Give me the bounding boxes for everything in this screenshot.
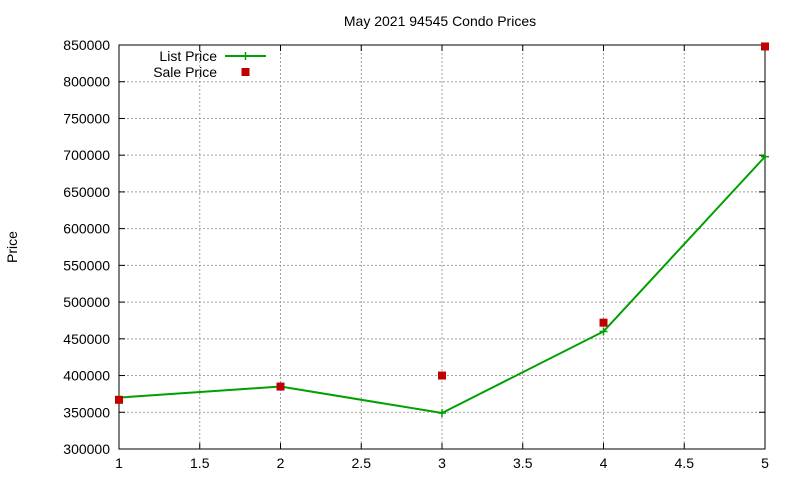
- sale-price-point: [438, 371, 446, 380]
- x-tick-label: 3.5: [513, 455, 533, 471]
- legend-marker: [241, 52, 250, 60]
- x-tick-label: 1.5: [190, 455, 210, 471]
- legend-label: Sale Price: [153, 64, 217, 80]
- legend-item-list-price: List Price: [159, 48, 266, 64]
- y-tick-label: 800000: [63, 74, 110, 90]
- sale-price-series: [115, 42, 769, 404]
- y-tick-label: 550000: [63, 257, 110, 273]
- legend-marker: [241, 68, 250, 76]
- list-price-point: [761, 152, 769, 161]
- x-tick-label: 2.5: [352, 455, 372, 471]
- x-tick-label: 3: [438, 455, 446, 471]
- y-tick-label: 850000: [63, 37, 110, 53]
- x-tick-label: 1: [115, 455, 123, 471]
- legend-label: List Price: [159, 48, 217, 64]
- data-series: [115, 42, 769, 418]
- x-tick-label: 5: [761, 455, 769, 471]
- chart-title: May 2021 94545 Condo Prices: [344, 13, 536, 29]
- sale-price-point: [276, 382, 285, 391]
- y-tick-label: 700000: [63, 147, 110, 163]
- y-tick-label: 600000: [63, 221, 110, 237]
- y-tick-label: 650000: [63, 184, 110, 200]
- axis-ticks: 1 1.5 2 2.5 3 3.5 4 4.5 5 300000 350000 400000 45000…: [63, 37, 769, 471]
- y-tick-label: 450000: [63, 331, 110, 347]
- y-tick-label: 400000: [63, 368, 110, 384]
- x-tick-label: 2: [277, 455, 285, 471]
- y-tick-label: 300000: [63, 441, 110, 457]
- x-tick-label: 4: [600, 455, 608, 471]
- grid: [119, 45, 765, 449]
- sale-price-point: [599, 318, 608, 327]
- legend-item-sale-price: Sale Price: [153, 64, 250, 80]
- x-tick-label: 4.5: [675, 455, 695, 471]
- y-tick-label: 350000: [63, 404, 110, 420]
- y-tick-label: 500000: [63, 294, 110, 310]
- list-price-point: [438, 409, 446, 418]
- sale-price-point: [761, 42, 769, 51]
- y-tick-label: 750000: [63, 110, 110, 126]
- y-axis-label: Price: [4, 231, 20, 263]
- list-price-point: [599, 327, 608, 336]
- sale-price-point: [115, 395, 123, 404]
